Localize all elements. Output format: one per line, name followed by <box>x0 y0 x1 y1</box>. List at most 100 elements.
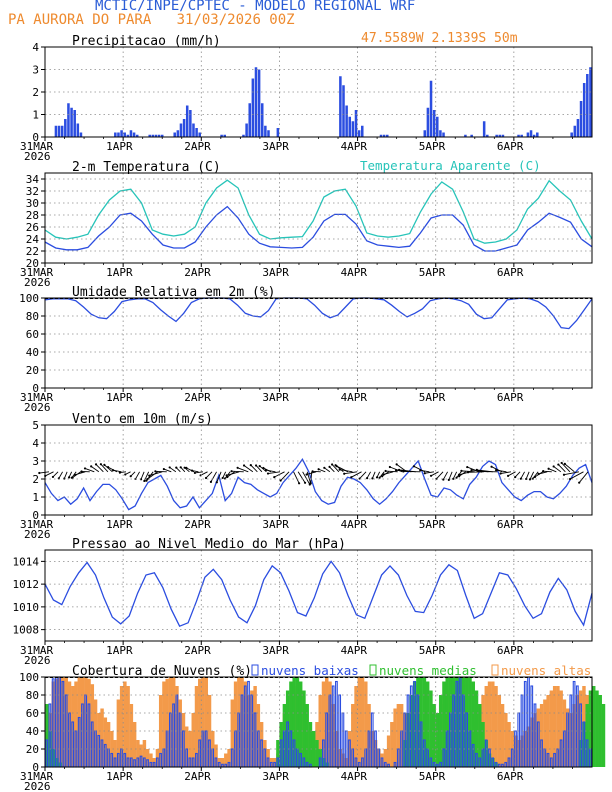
cloud-mid-bar <box>598 695 602 767</box>
wind-arrow <box>169 467 177 473</box>
x-tick-label: 3APR <box>262 140 289 153</box>
precip-bar <box>57 125 61 137</box>
cloud-high-bar <box>523 731 528 767</box>
cloud-high-bar <box>74 681 78 767</box>
wind-arrow-head <box>264 468 268 472</box>
wind-arrow-head <box>371 477 374 480</box>
cloud-mid-bar <box>425 681 430 767</box>
wind-arrow-head <box>460 469 463 472</box>
cloud-high-bar <box>97 713 101 767</box>
cloud-high-bar <box>328 681 332 767</box>
wind-arrow-head <box>94 463 98 466</box>
y-tick-label: 0 <box>32 761 39 774</box>
cloud-mid-bar <box>325 762 329 767</box>
precip-bar <box>220 134 223 137</box>
wind-arrow <box>267 471 281 474</box>
x-tick-label: 5APR <box>419 266 446 279</box>
wind-arrow <box>143 471 150 482</box>
wind-arrow-head <box>298 482 301 485</box>
x-year-label: 2026 <box>24 401 51 414</box>
precip-bar <box>382 134 386 137</box>
wind-arrow-head <box>395 463 398 466</box>
wind-arrow-head <box>338 468 341 471</box>
precip-bar <box>570 132 573 137</box>
cloud-high-bar <box>110 731 114 767</box>
cloud-high-bar <box>500 704 505 767</box>
x-tick-label: 2APR <box>184 644 211 657</box>
cloud-mid-bar <box>45 704 49 767</box>
wind-arrow-head <box>99 463 102 466</box>
series-pressao <box>44 560 593 628</box>
wind-arrow-head <box>562 473 566 476</box>
x-tick-label: 31MAR <box>20 644 53 657</box>
wind-arrow-head <box>38 471 41 475</box>
cloud-high-bar <box>194 686 199 767</box>
cloud-high-bar <box>539 704 544 767</box>
wind-arrow-head <box>519 477 522 480</box>
x-tick-label: 1APR <box>106 140 133 153</box>
wind-arrow-head <box>305 473 308 476</box>
precip-bar <box>354 110 358 137</box>
cloud-mid-bar <box>451 677 456 767</box>
x-tick-label: 31MAR <box>20 140 53 153</box>
precip-bar <box>339 76 342 137</box>
cloud-high-bar <box>546 695 550 767</box>
x-tick-label: 5APR <box>419 391 446 404</box>
cloud-mid-bar <box>582 722 586 767</box>
y-tick-label: 2 <box>32 473 39 486</box>
cloud-high-bar <box>136 740 140 767</box>
y-tick-label: 20 <box>26 364 39 377</box>
x-tick-label: 1APR <box>106 266 133 279</box>
wind-arrow <box>265 469 276 473</box>
wind-arrow <box>44 471 54 477</box>
wind-arrow-head <box>366 476 369 480</box>
precip-bar <box>189 110 192 137</box>
precip-bar <box>151 134 155 137</box>
wind-arrow-head <box>394 469 398 472</box>
precip-bar <box>148 134 151 137</box>
y-tick-label: 3 <box>32 64 39 77</box>
cloud-high-bar <box>565 708 570 767</box>
cloud-mid-bar <box>305 704 309 767</box>
precip-bar <box>470 134 473 137</box>
cloud-high-bar <box>351 704 355 767</box>
cloud-high-bar <box>90 684 95 767</box>
cloud-mid-bar <box>302 690 306 767</box>
precip-bar <box>432 110 436 137</box>
precip-bar <box>160 134 164 137</box>
cloud-high-bar <box>370 731 375 767</box>
x-tick-label: 6APR <box>497 770 524 783</box>
wind-arrow <box>84 468 95 473</box>
run-time: 31/03/2026 00Z <box>176 12 295 28</box>
cloud-high-bar <box>334 731 339 767</box>
wind-arrow-head <box>258 464 261 468</box>
panel-frame <box>44 549 593 642</box>
panel-title: Precipitacao (mm/h) <box>72 34 221 49</box>
cloud-mid-bar <box>279 722 283 767</box>
cloud-high-bar <box>354 686 358 767</box>
cloud-high-bar <box>129 704 134 767</box>
wind-arrow-head <box>397 468 401 471</box>
cloud-mid-bar <box>455 677 459 767</box>
header-coords: 47.5589W 2.1339S 50m <box>361 31 518 46</box>
cloud-high-bar <box>338 749 342 767</box>
x-tick-label: 1APR <box>106 770 133 783</box>
series-umidade <box>44 297 593 330</box>
precip-bar <box>517 134 520 137</box>
cloud-high-bar <box>198 678 202 767</box>
wind-arrow <box>448 471 453 481</box>
cloud-high-bar <box>71 686 75 767</box>
wind-arrow-head <box>480 470 483 473</box>
wind-arrow <box>430 471 439 477</box>
y-tick-label: 60 <box>26 707 39 720</box>
precip-bar <box>264 125 267 137</box>
cloud-high-bar <box>536 708 541 767</box>
wind-arrow <box>310 471 313 484</box>
precip-bar <box>135 134 139 137</box>
y-tick-label: 60 <box>26 328 39 341</box>
cloud-high-bar <box>256 704 261 767</box>
cloud-high-bar <box>360 677 365 767</box>
wind-arrow-head <box>303 481 307 484</box>
wind-arrow <box>424 471 435 474</box>
